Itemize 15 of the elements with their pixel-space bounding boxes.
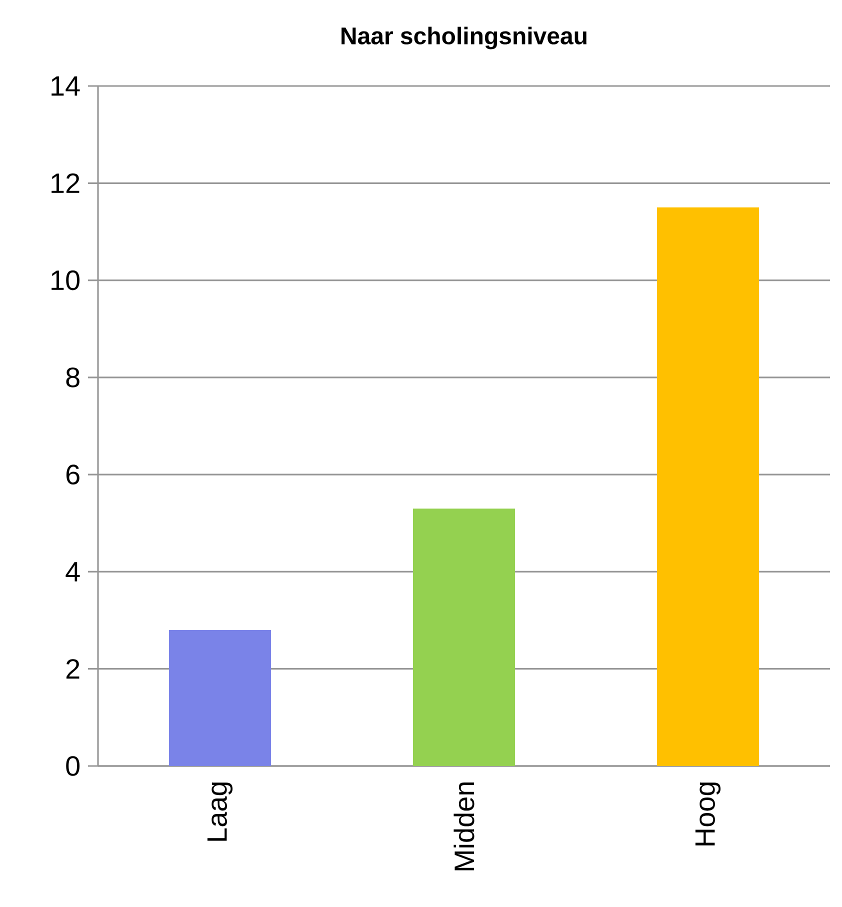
x-tick-label: Midden: [454, 782, 474, 870]
y-tick-label: 8: [66, 368, 80, 388]
y-tick-label: 6: [66, 464, 80, 484]
chart-title: Naar scholingsniveau: [342, 26, 586, 50]
y-tick-label: 10: [52, 270, 80, 290]
bar: [412, 508, 515, 766]
y-tick-label: 14: [52, 76, 80, 96]
x-tick-label: Laag: [207, 782, 233, 841]
y-tick-label: 2: [66, 659, 80, 679]
y-tick-label: 0: [66, 756, 80, 776]
y-tick-label: 12: [52, 173, 80, 193]
x-tick-label: Hoog: [695, 782, 721, 846]
bar: [656, 207, 759, 766]
y-tick-label: 4: [66, 562, 80, 582]
bar: [169, 630, 271, 766]
